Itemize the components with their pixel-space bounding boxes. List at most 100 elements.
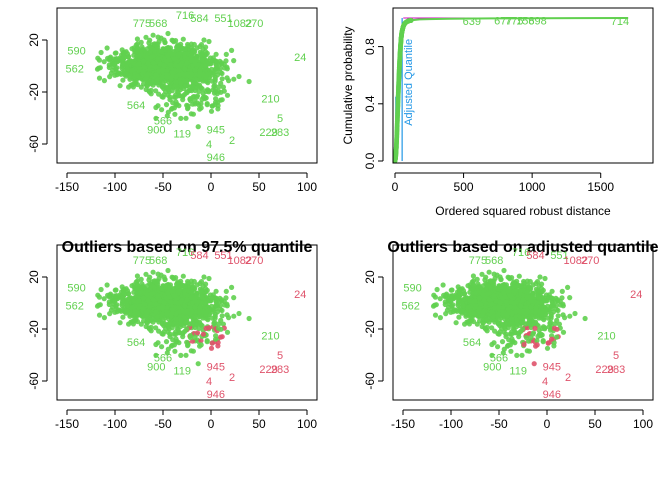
- data-point: [107, 311, 113, 317]
- data-point: [121, 52, 127, 59]
- point-label: 590: [403, 282, 421, 294]
- point-label: 564: [127, 100, 145, 112]
- data-point: [213, 303, 219, 309]
- data-point: [155, 293, 161, 299]
- data-point: [144, 291, 150, 297]
- data-point: [526, 348, 533, 354]
- data-point: [528, 298, 534, 304]
- data-point: [223, 58, 229, 64]
- data-point: [192, 304, 198, 310]
- data-point: [518, 303, 524, 309]
- data-point: [224, 312, 230, 318]
- data-point: [213, 295, 220, 301]
- data-point: [107, 74, 113, 80]
- scatter-panel-adjusted-outliers: Outliers based on adjusted quantile71658…: [363, 239, 659, 431]
- point-label: 946: [207, 389, 225, 401]
- point-label: 945: [207, 125, 225, 137]
- data-point: [156, 68, 162, 74]
- data-point: [192, 298, 198, 304]
- data-point: [121, 289, 127, 296]
- data-point: [130, 304, 136, 310]
- y-tick-label: -60: [27, 372, 41, 390]
- data-point: [134, 36, 140, 42]
- data-point: [246, 315, 252, 322]
- data-point: [560, 312, 566, 318]
- data-point: [123, 72, 129, 78]
- data-point: [101, 296, 107, 302]
- point-label: 2: [565, 372, 571, 384]
- data-point: [184, 297, 190, 303]
- data-point: [203, 49, 209, 55]
- x-tick-label: 0: [544, 417, 551, 431]
- x-tick-label: 100: [297, 180, 317, 194]
- data-point: [528, 335, 534, 341]
- data-point: [462, 321, 468, 327]
- data-point: [169, 310, 175, 316]
- data-point: [192, 67, 198, 73]
- data-point: [219, 298, 225, 304]
- data-point: [498, 276, 504, 282]
- data-point: [206, 325, 212, 331]
- data-point: [446, 304, 452, 310]
- data-point: [188, 289, 194, 296]
- data-point: [492, 305, 498, 311]
- data-point: [450, 302, 456, 308]
- data-point: [96, 75, 103, 81]
- data-point: [171, 56, 177, 62]
- data-point: [511, 279, 517, 285]
- data-point: [236, 310, 242, 317]
- point-label: 2: [229, 372, 235, 384]
- data-point: [218, 97, 224, 103]
- data-point: [159, 321, 165, 327]
- data-point: [136, 61, 142, 67]
- data-point: [180, 273, 186, 279]
- point-label: 210: [261, 93, 279, 105]
- data-point: [206, 38, 212, 45]
- data-point: [487, 278, 494, 284]
- data-point: [149, 54, 155, 60]
- point-label: 5: [613, 350, 619, 362]
- data-point: [476, 295, 483, 301]
- point-label: 716: [176, 10, 194, 22]
- data-point: [196, 325, 202, 331]
- data-point: [472, 298, 478, 304]
- data-point: [213, 288, 219, 294]
- data-point: [467, 289, 473, 295]
- data-point: [197, 43, 203, 50]
- data-point: [441, 292, 447, 298]
- point-label: 716: [176, 247, 194, 259]
- data-point: [156, 305, 162, 311]
- data-point: [246, 78, 252, 85]
- data-point: [546, 292, 552, 298]
- data-point: [148, 317, 154, 323]
- data-point: [129, 46, 135, 52]
- data-point: [105, 55, 111, 61]
- data-point: [497, 300, 503, 306]
- data-point: [145, 297, 151, 304]
- data-point: [183, 320, 189, 326]
- data-point: [433, 302, 439, 308]
- data-point: [209, 315, 215, 321]
- data-point: [231, 295, 237, 301]
- data-point: [136, 53, 142, 59]
- data-point: [456, 314, 462, 320]
- data-point: [173, 316, 179, 322]
- data-point: [524, 289, 530, 296]
- data-point: [505, 310, 511, 316]
- data-point: [141, 64, 147, 70]
- data-point: [153, 72, 159, 78]
- y-tick-label: -20: [27, 83, 41, 101]
- data-point: [210, 55, 216, 61]
- point-label: 568: [149, 18, 167, 30]
- data-point: [509, 316, 515, 322]
- data-point: [199, 294, 205, 300]
- data-point: [508, 348, 514, 354]
- data-point: [467, 311, 473, 317]
- data-point: [194, 93, 201, 99]
- data-point: [555, 298, 561, 304]
- point-label: 946: [543, 389, 561, 401]
- data-point: [143, 271, 149, 277]
- data-point: [124, 303, 130, 309]
- point-label: 24: [294, 289, 306, 301]
- data-point: [140, 68, 146, 75]
